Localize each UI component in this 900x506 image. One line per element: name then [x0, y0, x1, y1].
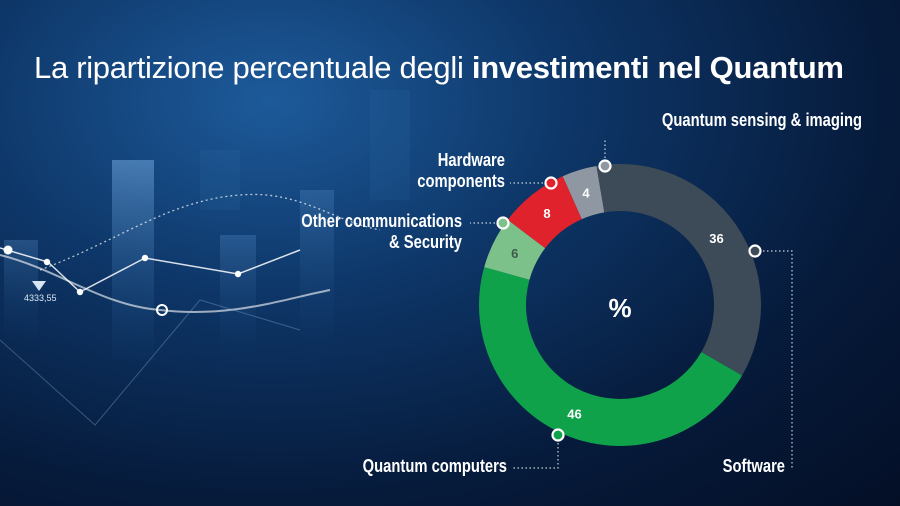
category-label-other-communications: Other communications & Security — [301, 211, 462, 253]
down-triangle-icon — [32, 281, 46, 291]
title-regular: La ripartizione percentuale degli — [34, 50, 472, 85]
bg-marker — [43, 258, 51, 266]
category-label-other-communications-line1: Other communications — [301, 211, 462, 231]
category-label-other-communications-line2: & Security — [388, 232, 462, 252]
bg-bar — [370, 90, 410, 200]
value-label-quantum-computers: 46 — [567, 406, 581, 421]
page-title: La ripartizione percentuale degli invest… — [34, 50, 844, 86]
bg-marker — [76, 288, 84, 296]
slice-quantum-computers — [479, 267, 743, 446]
slice-quantum-sensing-imaging — [562, 165, 605, 220]
value-label-software: 36 — [709, 231, 723, 246]
marker-hardware-components — [544, 176, 558, 190]
center-label: % — [608, 293, 631, 323]
title-bold: investimenti nel Quantum — [471, 50, 844, 85]
leader-line-software — [755, 250, 793, 468]
bg-bar — [220, 235, 256, 365]
slice-hardware-components — [507, 176, 582, 249]
marker-quantum-sensing-imaging — [598, 159, 612, 173]
category-label-hardware-line2: components — [417, 171, 505, 191]
category-label-hardware-components: Hardware components — [417, 150, 505, 192]
value-label-quantum-sensing-imaging: 4 — [582, 186, 590, 201]
marker-other-communications-security — [496, 216, 510, 230]
bg-marker — [156, 304, 168, 316]
bg-marker — [3, 245, 13, 255]
background-stock-value: 4333,55 — [24, 293, 57, 303]
bg-bar — [300, 190, 334, 360]
category-label-quantum-sensing: Quantum sensing & imaging — [661, 110, 862, 130]
bg-thin-line — [0, 299, 301, 426]
slice-software — [596, 164, 762, 376]
marker-software — [748, 244, 762, 258]
bg-marker — [141, 254, 149, 262]
slice-other-communications-security — [484, 219, 546, 280]
marker-quantum-computers — [551, 428, 565, 442]
bg-marker — [234, 270, 242, 278]
bg-line — [0, 247, 301, 293]
value-label-other-communications-security: 6 — [511, 246, 518, 261]
category-label-software: Software — [722, 456, 785, 476]
leader-line-quantum-computers — [512, 435, 559, 469]
value-label-hardware-components: 8 — [543, 206, 550, 221]
category-label-quantum-computers: Quantum computers — [362, 456, 507, 476]
bg-line — [0, 254, 331, 313]
category-label-hardware-line1: Hardware — [437, 150, 505, 170]
